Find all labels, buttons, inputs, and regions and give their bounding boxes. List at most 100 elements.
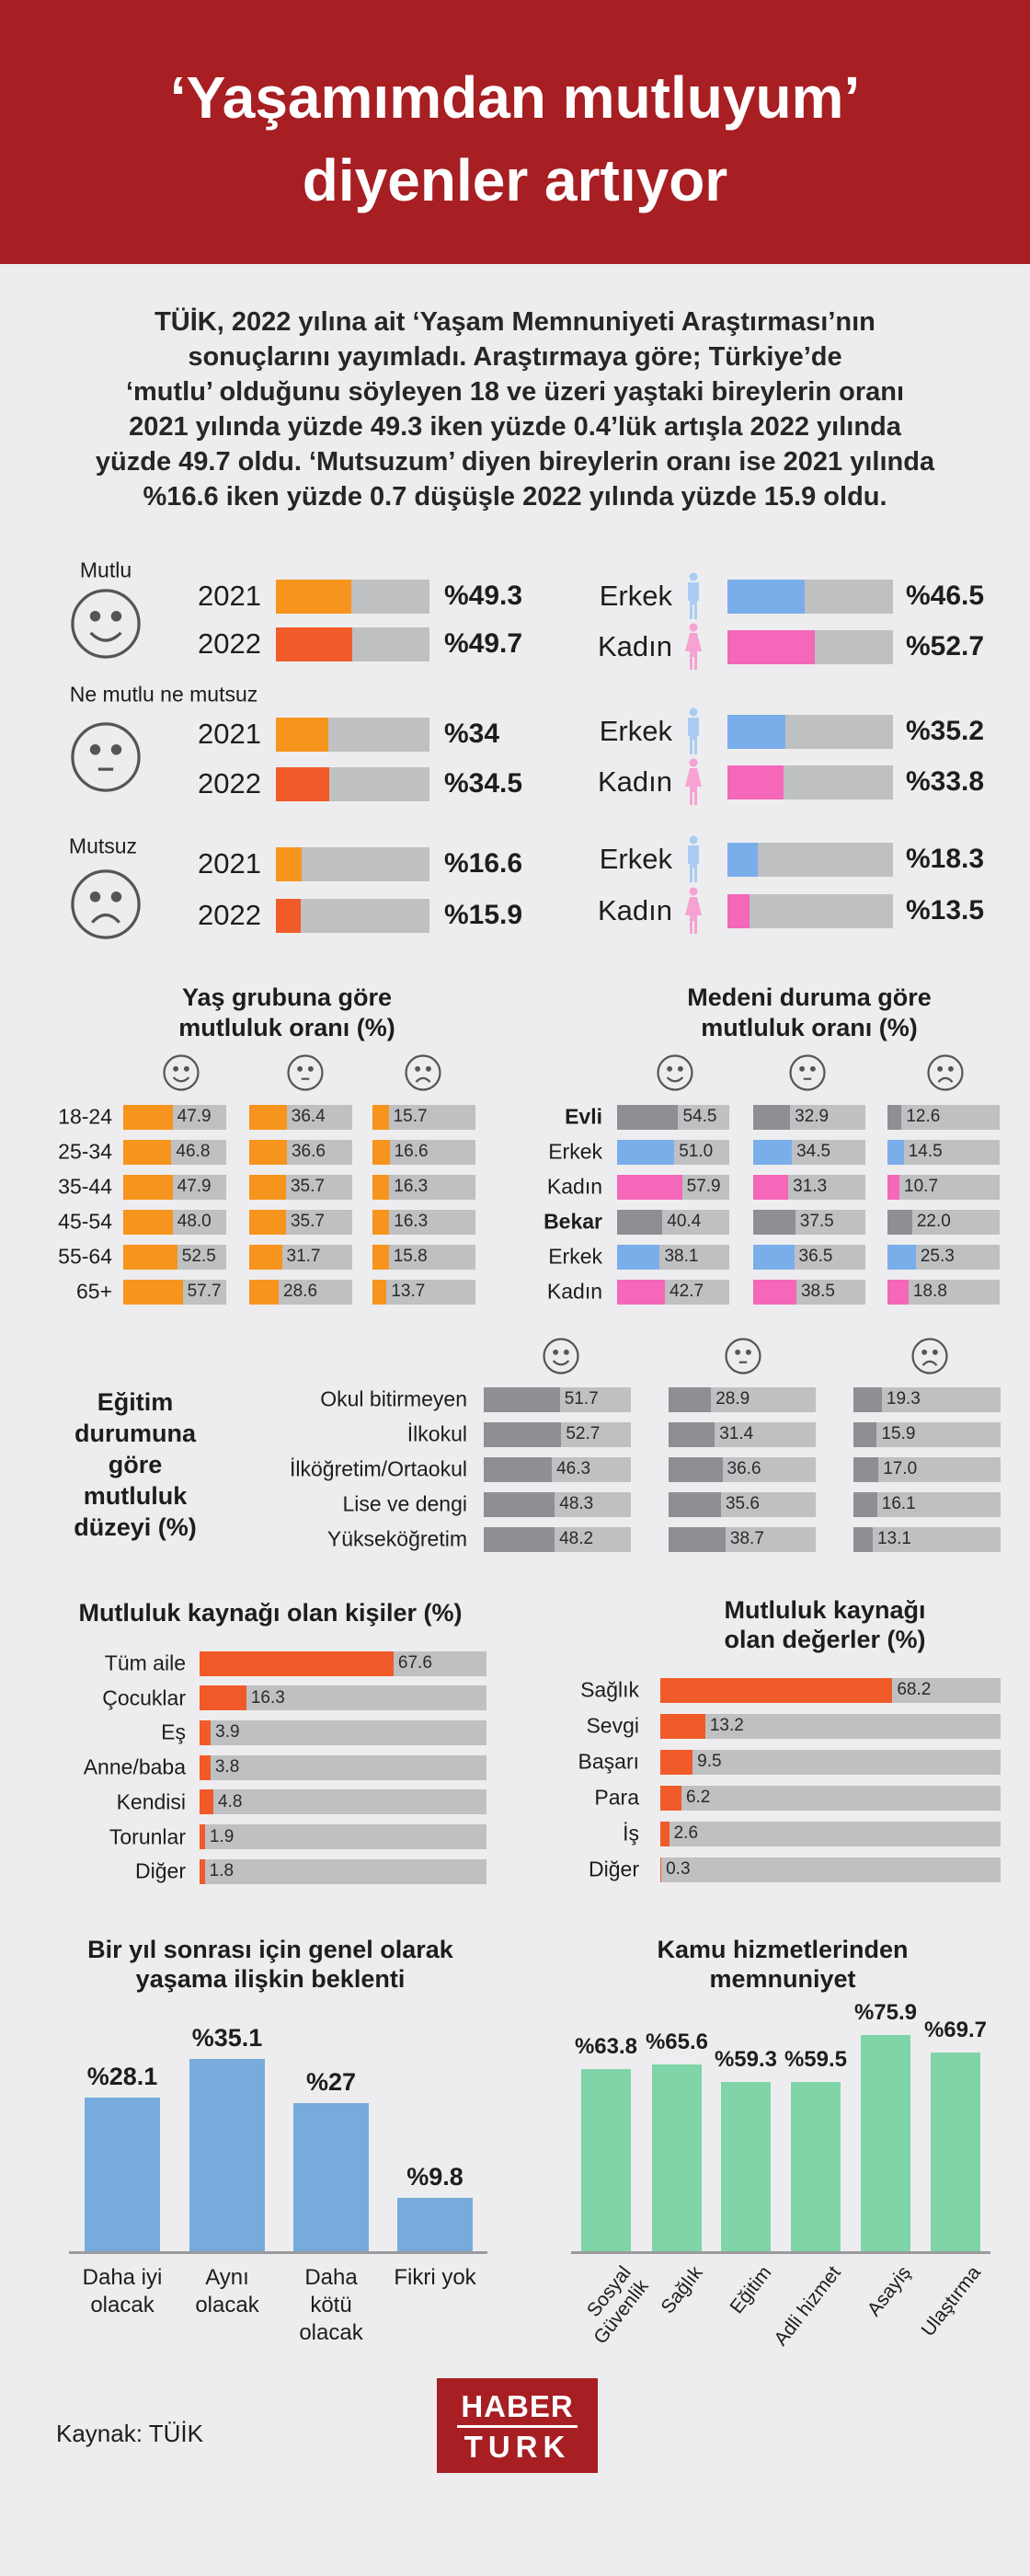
marital-bar-value: 37.5 [799,1212,834,1231]
marital-bar-fill [753,1279,796,1305]
age-bar-value: 47.9 [177,1107,212,1126]
age-bar-value: 35.7 [290,1212,325,1231]
expectation-bar-value: %28.1 [86,2062,158,2090]
value-source-bar-fill [660,1713,705,1739]
age-bar-value: 16.3 [394,1212,429,1231]
year-bar [276,898,429,933]
gender-label: Kadın [597,894,672,926]
marital-bar-value: 40.4 [667,1212,702,1231]
marital-bar-fill [753,1104,791,1130]
marital-bar-value: 22.0 [916,1212,951,1231]
age-bar-value: 16.6 [394,1142,429,1161]
expectation-bar-value: %9.8 [406,2162,464,2191]
age-bar [372,1139,475,1165]
value-source-bar [660,1785,1001,1811]
age-bar [123,1279,226,1305]
expectation-category-line: Daha [304,2265,358,2290]
education-bar [669,1421,816,1447]
value-source-bar-value: 13.2 [709,1716,744,1735]
public-service-category-line: Ulaştırma [917,2262,986,2340]
expectation-bar [293,2103,369,2251]
marital-bar-fill [753,1174,789,1200]
year-bar [276,627,429,661]
age-bar-fill [249,1244,282,1270]
happy-face-icon [71,589,141,659]
education-bar-value: 38.7 [729,1529,764,1548]
public-service-bar [721,2082,771,2251]
age-bar-value: 47.9 [177,1177,212,1196]
education-bar-value: 35.6 [725,1494,760,1513]
neutral-face-icon [287,1054,324,1091]
people-source-bar-value: 67.6 [397,1653,432,1673]
marital-bar-fill [617,1174,682,1200]
value-source-bar-value: 0.3 [666,1859,691,1879]
marital-bar-fill [753,1209,795,1235]
people-source-bar-fill [200,1789,213,1815]
people-source-bar-fill [200,1650,394,1676]
education-bar-fill [669,1421,715,1447]
expectation-category-line: Aynı [205,2265,249,2290]
age-bar-value: 57.7 [187,1282,222,1301]
people-source-bar [200,1858,486,1884]
public-service-bar [861,2034,910,2251]
public-service-category-label: Asayiş [864,2262,916,2321]
value-source-bar [660,1713,1001,1739]
public-service-category-label: Eğitim [726,2262,776,2318]
gender-bar [727,714,893,749]
header-banner: ‘Yaşamımdan mutluyum’ diyenler artıyor [0,0,1030,264]
marital-bar [887,1174,1000,1200]
people-source-bar-value: 1.8 [209,1861,235,1881]
education-bar [484,1526,631,1552]
happy-face-icon [163,1054,200,1091]
marital-bar [753,1174,865,1200]
marital-bar-fill [617,1139,675,1165]
age-bar-value: 36.4 [291,1107,326,1126]
public-service-bar-value: %63.8 [574,2034,638,2060]
age-bar-fill [249,1104,287,1130]
gender-bar [727,765,893,799]
education-bar [853,1491,1001,1517]
gender-bar [727,893,893,928]
expectation-bar [85,2097,160,2251]
marital-status-label: Kadın [546,1279,602,1304]
marital-bar-fill [617,1104,679,1130]
year-label: 2021 [198,580,261,612]
age-chart-title: Yaş grubuna göre [181,983,393,1011]
age-bar [123,1174,226,1200]
public-service-chart-title: memnuniyet [709,1965,856,1993]
page-title-line-1: ‘Yaşamımdan mutluyum’ [169,64,861,131]
age-bar-fill [372,1174,390,1200]
marital-bar-fill [753,1244,795,1270]
education-bar-value: 13.1 [876,1529,911,1548]
people-source-bar [200,1685,486,1711]
expectation-bar-value: %35.1 [191,2024,263,2053]
value-source-bar [660,1749,1001,1775]
value-sources-title: olan değerler (%) [724,1626,926,1653]
gender-value: %35.2 [906,716,985,746]
public-service-category-line: Eğitim [726,2262,776,2318]
female-person-icon [685,887,702,934]
age-bar [123,1139,226,1165]
age-bar-value: 36.6 [291,1142,326,1161]
education-chart-title: düzeyi (%) [74,1513,197,1541]
age-bar-fill [123,1139,172,1165]
age-bar-fill [372,1104,389,1130]
age-bar [249,1279,352,1305]
gender-bar [727,579,893,614]
marital-bar [887,1209,1000,1235]
education-bar [853,1526,1001,1552]
public-service-bar [581,2069,631,2251]
age-bar-fill [123,1209,173,1235]
age-bar [249,1244,352,1270]
people-source-bar-value: 16.3 [250,1687,285,1708]
marital-bar-fill [617,1209,663,1235]
value-source-bar-fill [660,1821,670,1846]
age-bar [372,1244,475,1270]
value-sources-title: Mutluluk kaynağı [724,1596,926,1624]
education-bar-fill [853,1491,877,1517]
education-bar [484,1386,631,1412]
page-title-line-2: diyenler artıyor [302,147,728,213]
gender-value: %33.8 [906,766,985,797]
people-source-bar-value: 3.8 [214,1757,240,1777]
marital-bar [753,1104,865,1130]
